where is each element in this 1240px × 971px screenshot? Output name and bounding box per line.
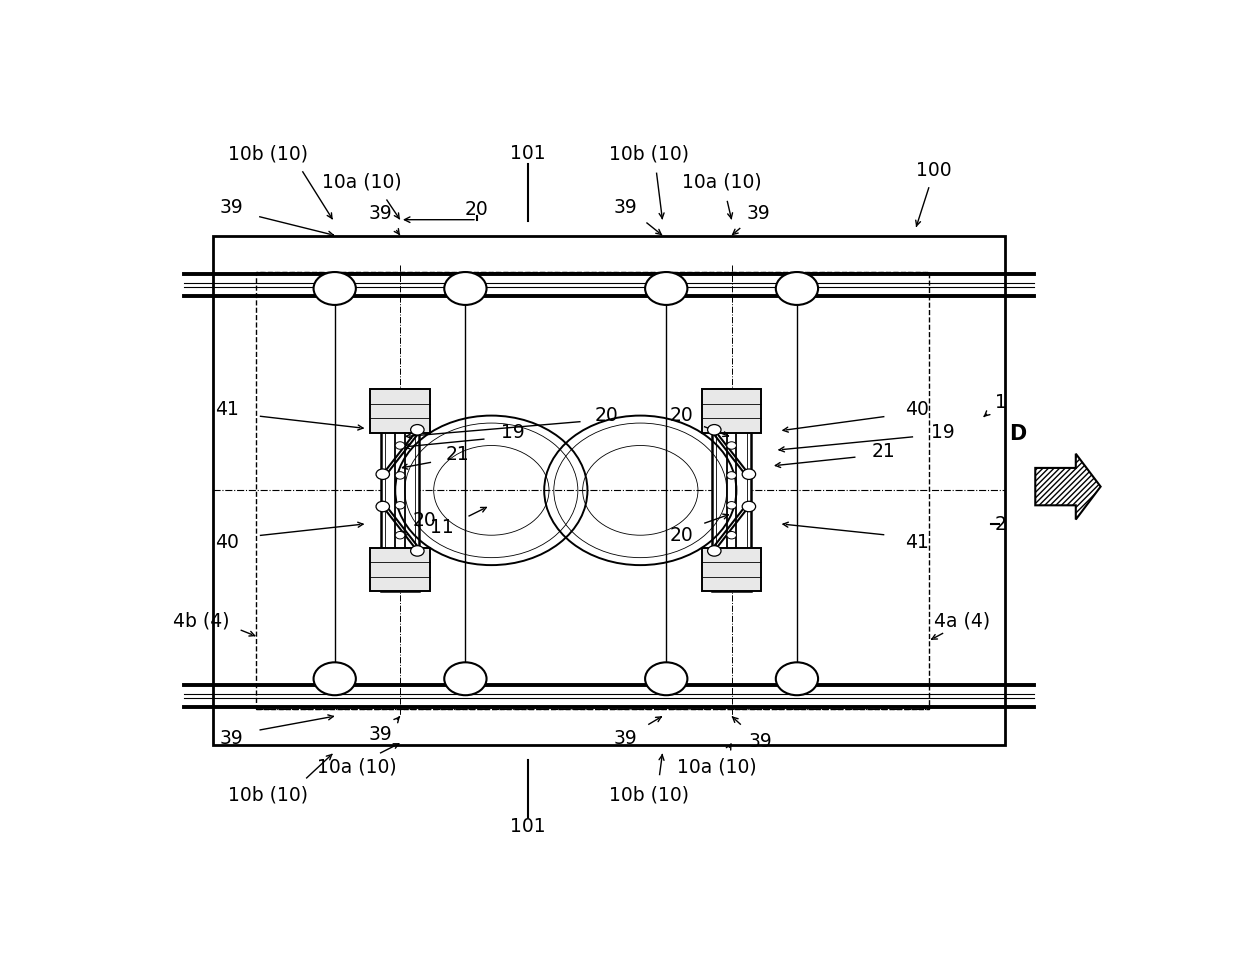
Text: 39: 39 [746, 204, 770, 223]
Text: 4a (4): 4a (4) [934, 612, 991, 631]
Text: 39: 39 [614, 198, 637, 218]
Text: 100: 100 [915, 161, 951, 180]
Text: 10a (10): 10a (10) [322, 173, 402, 192]
Circle shape [314, 272, 356, 305]
Text: 10b (10): 10b (10) [609, 786, 689, 805]
Circle shape [376, 501, 389, 512]
Text: 4b (4): 4b (4) [172, 612, 229, 631]
Bar [712, 389, 751, 591]
Circle shape [645, 662, 687, 695]
Circle shape [396, 442, 405, 450]
Text: 20: 20 [595, 406, 619, 425]
Bar [381, 389, 419, 591]
Text: 2: 2 [994, 515, 1007, 533]
Circle shape [776, 272, 818, 305]
Circle shape [410, 546, 424, 556]
Text: 41: 41 [215, 400, 239, 419]
Circle shape [743, 469, 755, 480]
Circle shape [376, 469, 389, 480]
Bar [255, 272, 929, 709]
Text: 39: 39 [749, 732, 773, 752]
Text: 39: 39 [219, 729, 244, 748]
Text: 10b (10): 10b (10) [228, 786, 309, 805]
Text: 11: 11 [429, 519, 454, 537]
Circle shape [708, 424, 720, 435]
Text: 39: 39 [219, 198, 244, 218]
Text: 39: 39 [370, 204, 393, 223]
Circle shape [396, 502, 405, 509]
Text: D: D [1009, 424, 1027, 445]
Text: 39: 39 [370, 724, 393, 744]
Text: 21: 21 [446, 445, 470, 464]
Text: 10a (10): 10a (10) [317, 757, 397, 777]
Circle shape [727, 502, 737, 509]
Text: 19: 19 [501, 423, 525, 442]
Text: 21: 21 [872, 442, 895, 461]
Text: 10b (10): 10b (10) [228, 145, 309, 163]
Circle shape [444, 662, 486, 695]
Bar [717, 392, 746, 588]
Circle shape [708, 546, 720, 556]
Text: 41: 41 [905, 533, 929, 552]
Circle shape [743, 501, 755, 512]
Text: 20: 20 [670, 406, 693, 425]
Text: 101: 101 [510, 818, 546, 836]
Bar [702, 389, 761, 433]
Bar [213, 236, 1006, 745]
Circle shape [776, 662, 818, 695]
Circle shape [314, 662, 356, 695]
Text: 10a (10): 10a (10) [677, 757, 756, 777]
Circle shape [727, 472, 737, 479]
Circle shape [396, 531, 405, 539]
Text: 1: 1 [994, 392, 1007, 412]
Text: 10a (10): 10a (10) [682, 173, 761, 192]
Text: 20: 20 [670, 525, 693, 545]
Text: 40: 40 [905, 400, 929, 419]
Circle shape [727, 531, 737, 539]
Text: 39: 39 [614, 729, 637, 748]
Bar [371, 548, 430, 591]
Circle shape [396, 472, 405, 479]
Circle shape [645, 272, 687, 305]
Text: 10b (10): 10b (10) [609, 145, 689, 163]
Bar [371, 389, 430, 433]
Bar [384, 392, 415, 588]
Circle shape [410, 424, 424, 435]
Circle shape [727, 442, 737, 450]
Text: 20: 20 [465, 200, 489, 218]
Text: 40: 40 [215, 533, 239, 552]
Polygon shape [1035, 453, 1101, 519]
Circle shape [444, 272, 486, 305]
Bar [702, 548, 761, 591]
Text: 101: 101 [510, 145, 546, 163]
Text: 19: 19 [931, 422, 955, 442]
Text: 20: 20 [412, 511, 436, 530]
